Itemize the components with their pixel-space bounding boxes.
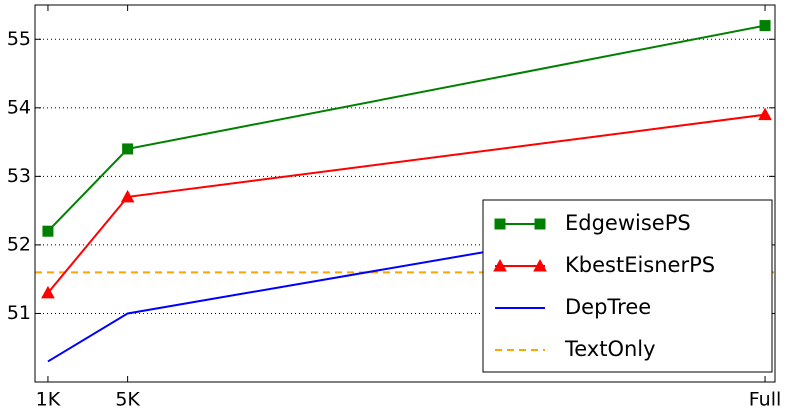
y-tick-label: 53 (7, 165, 31, 187)
legend-marker (534, 218, 546, 230)
y-tick-label: 52 (7, 233, 31, 255)
y-tick-label: 55 (7, 28, 31, 50)
legend-label: KbestEisnerPS (565, 253, 715, 277)
legend-label: EdgewisePS (565, 211, 691, 235)
plot-frame (34, 4, 776, 383)
point (120, 189, 135, 203)
y-tick-label: 51 (7, 302, 31, 324)
x-tick-label: 1K (36, 389, 61, 411)
legend-marker (493, 258, 507, 272)
point (42, 225, 54, 237)
x-tick-label: Full (749, 389, 782, 411)
legend-box (482, 199, 773, 373)
point (122, 143, 134, 155)
point (758, 107, 772, 121)
legend-label: DepTree (565, 295, 651, 319)
point (41, 285, 55, 299)
legend-label: TextOnly (564, 337, 656, 361)
point (759, 20, 771, 32)
x-tick-label: 5K (115, 389, 140, 411)
legend-marker (494, 218, 506, 230)
legend-marker (533, 258, 547, 272)
legend: EdgewisePS KbestEisnerPS DepTree TextOnly (482, 199, 773, 373)
y-tick-label: 54 (7, 96, 31, 118)
